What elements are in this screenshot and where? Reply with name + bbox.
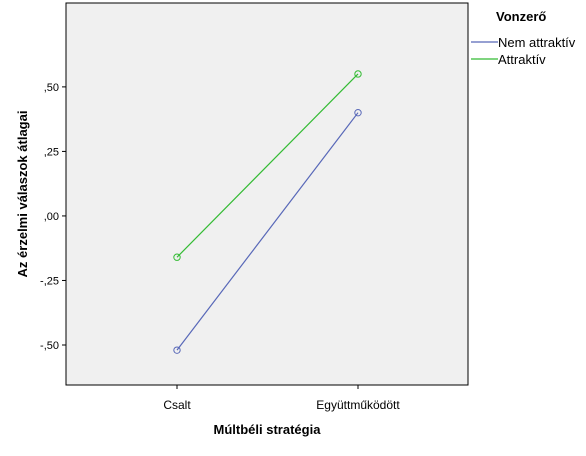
data-point <box>354 108 362 117</box>
y-tick-label: -,25 <box>40 275 59 287</box>
series-layer <box>173 70 362 354</box>
y-axis-title: Az érzelmi válaszok átlagai <box>15 111 30 278</box>
legend: Vonzerő Nem attraktív Attraktív <box>471 9 576 67</box>
x-axis: Csalt Együttműködött <box>163 385 400 412</box>
legend-title: Vonzerő <box>496 9 546 24</box>
legend-label: Nem attraktív <box>498 35 576 50</box>
x-tick-label: Csalt <box>163 398 191 412</box>
y-tick-label: ,50 <box>44 82 59 94</box>
x-axis-title: Múltbéli stratégia <box>214 422 322 437</box>
x-tick-label: Együttműködött <box>316 398 400 412</box>
legend-items: Nem attraktív Attraktív <box>471 35 576 67</box>
series-line <box>176 112 359 351</box>
data-point <box>173 253 181 261</box>
plot-area <box>65 2 469 386</box>
data-point <box>173 346 181 354</box>
y-tick-label: ,25 <box>44 146 59 158</box>
y-tick-label: -,50 <box>40 340 59 352</box>
y-axis: ,50 ,25 ,00 -,25 -,50 <box>40 82 66 352</box>
legend-label: Attraktív <box>498 52 546 67</box>
y-tick-label: ,00 <box>44 211 59 223</box>
series-line <box>176 73 359 258</box>
data-point <box>354 70 362 78</box>
